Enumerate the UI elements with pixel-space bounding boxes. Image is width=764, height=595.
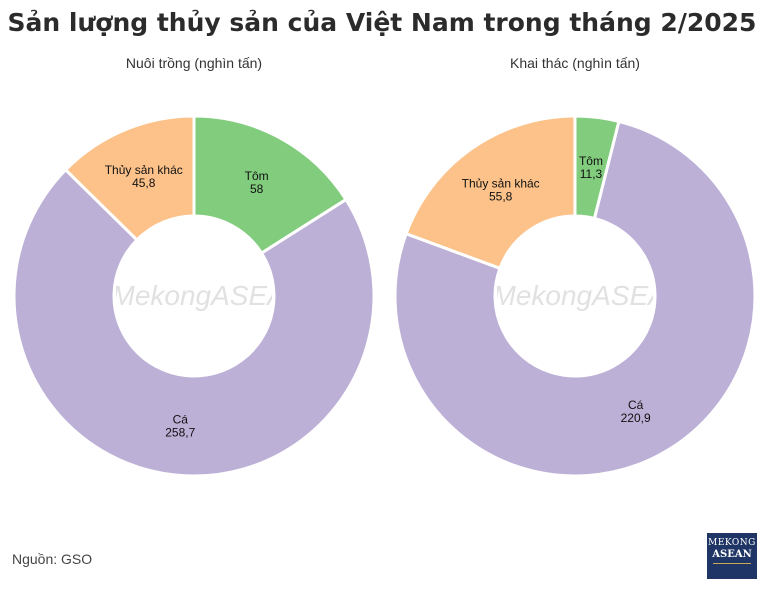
donut-chart-1: Nuôi trồng (nghìn tấn) www.MekongASEAN.vn… — [12, 55, 376, 478]
slice-value-label: 220,9 — [621, 411, 651, 425]
slice-category-label: Thủy sản khác — [105, 163, 183, 177]
slice-value-label: 58 — [250, 182, 264, 196]
slice-ca — [393, 119, 757, 478]
slice-category-label: Tôm — [245, 169, 269, 183]
source-note: Nguồn: GSO — [12, 551, 93, 567]
chart-subtitle: Khai thác (nghìn tấn) — [510, 55, 640, 71]
chart-title: Sản lượng thủy sản của Việt Nam trong th… — [7, 8, 757, 37]
logo-line-2: ASEAN — [712, 549, 752, 560]
slice-thuy-san-khac — [64, 114, 196, 242]
slice-category-label: Tôm — [579, 154, 603, 168]
slice-value-label: 45,8 — [132, 176, 156, 190]
slice-value-label: 55,8 — [489, 189, 513, 203]
chart-subtitle: Nuôi trồng (nghìn tấn) — [126, 55, 262, 71]
slice-value-label: 11,3 — [580, 167, 603, 181]
logo-divider — [713, 563, 751, 564]
slice-category-label: Cá — [173, 412, 189, 426]
slice-category-label: Thủy sản khác — [462, 176, 540, 190]
slice-category-label: Cá — [628, 398, 644, 412]
logo-line-1: MEKONG — [708, 538, 756, 548]
mekong-asean-logo: MEKONG ASEAN — [707, 533, 757, 579]
donut-chart-2: Khai thác (nghìn tấn) www.MekongASEAN.vn T… — [393, 55, 757, 478]
slice-tom — [192, 114, 348, 255]
watermark: www.MekongASEAN.vn — [426, 280, 725, 311]
watermark: www.MekongASEAN.vn — [45, 280, 344, 311]
slice-thuy-san-khac — [404, 114, 577, 270]
slice-ca — [12, 168, 376, 478]
slice-value-label: 258,7 — [165, 425, 195, 439]
